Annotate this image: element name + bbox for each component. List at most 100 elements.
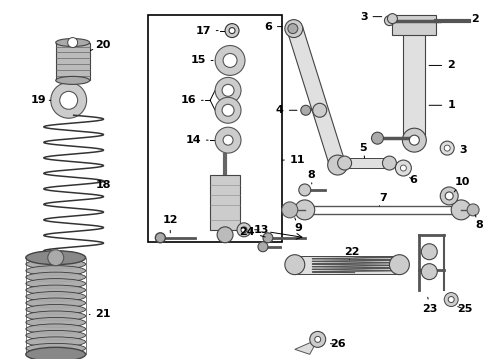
Ellipse shape	[26, 330, 86, 340]
Circle shape	[440, 141, 454, 155]
Text: 9: 9	[295, 218, 303, 233]
Text: 3: 3	[360, 12, 382, 22]
Text: 8: 8	[475, 215, 483, 230]
Ellipse shape	[26, 279, 86, 289]
Ellipse shape	[56, 39, 90, 46]
Ellipse shape	[26, 259, 86, 269]
Circle shape	[51, 82, 87, 118]
Circle shape	[371, 132, 384, 144]
Polygon shape	[295, 256, 399, 274]
Circle shape	[282, 202, 298, 218]
Ellipse shape	[26, 292, 86, 302]
Text: 14: 14	[185, 135, 208, 145]
Circle shape	[338, 156, 352, 170]
Text: 8: 8	[308, 170, 316, 184]
Circle shape	[395, 160, 412, 176]
Circle shape	[215, 77, 241, 103]
Circle shape	[451, 200, 471, 220]
Bar	[148, 15, 282, 242]
Ellipse shape	[26, 337, 86, 347]
Circle shape	[222, 104, 234, 116]
Circle shape	[390, 255, 409, 275]
Circle shape	[421, 264, 437, 280]
Circle shape	[313, 103, 327, 117]
Ellipse shape	[26, 251, 86, 265]
Text: 4: 4	[276, 105, 297, 115]
Text: 2: 2	[471, 14, 479, 24]
Circle shape	[299, 184, 311, 196]
Circle shape	[444, 145, 450, 151]
Circle shape	[285, 255, 305, 275]
Ellipse shape	[26, 298, 86, 308]
Circle shape	[285, 20, 303, 37]
Circle shape	[388, 14, 397, 24]
Text: 7: 7	[379, 193, 387, 206]
Circle shape	[48, 250, 64, 266]
Circle shape	[223, 135, 233, 145]
Text: 13: 13	[254, 225, 270, 235]
Circle shape	[68, 37, 77, 48]
Circle shape	[400, 165, 406, 171]
Bar	[56, 42, 90, 80]
Text: 15: 15	[190, 55, 213, 66]
Text: 16: 16	[180, 95, 203, 105]
Circle shape	[444, 293, 458, 306]
Circle shape	[383, 156, 396, 170]
Circle shape	[328, 155, 347, 175]
Polygon shape	[295, 339, 318, 354]
Text: 21: 21	[89, 310, 111, 319]
Text: 5: 5	[360, 143, 367, 158]
Bar	[210, 175, 240, 230]
Ellipse shape	[56, 76, 90, 84]
Circle shape	[223, 54, 237, 67]
Text: 1: 1	[429, 100, 455, 110]
Ellipse shape	[26, 305, 86, 315]
Text: 17: 17	[195, 26, 218, 36]
Bar	[26, 258, 86, 354]
Ellipse shape	[26, 311, 86, 321]
Circle shape	[225, 24, 239, 37]
Circle shape	[301, 105, 311, 115]
Ellipse shape	[26, 343, 86, 353]
Circle shape	[467, 204, 479, 216]
Text: 26: 26	[330, 339, 345, 349]
Circle shape	[215, 97, 241, 123]
Polygon shape	[403, 21, 425, 140]
Ellipse shape	[26, 285, 86, 295]
Circle shape	[241, 227, 247, 233]
Ellipse shape	[26, 318, 86, 328]
Circle shape	[229, 28, 235, 33]
Text: 3: 3	[459, 145, 467, 155]
Ellipse shape	[26, 347, 86, 360]
Text: 22: 22	[344, 247, 360, 260]
Text: 2: 2	[429, 60, 455, 71]
Circle shape	[448, 297, 454, 302]
Text: 20: 20	[91, 40, 111, 50]
Circle shape	[409, 135, 419, 145]
Circle shape	[315, 336, 321, 342]
Circle shape	[295, 200, 315, 220]
Circle shape	[215, 45, 245, 75]
Text: 12: 12	[162, 215, 178, 233]
Text: 6: 6	[409, 175, 417, 185]
Ellipse shape	[26, 272, 86, 282]
Circle shape	[421, 244, 437, 260]
Polygon shape	[344, 158, 390, 168]
Circle shape	[263, 233, 273, 243]
Circle shape	[445, 192, 453, 200]
Circle shape	[288, 24, 298, 33]
Text: 18: 18	[96, 180, 111, 190]
Text: 11: 11	[282, 155, 305, 165]
Polygon shape	[287, 26, 345, 167]
Ellipse shape	[26, 324, 86, 334]
Circle shape	[217, 227, 233, 243]
Text: 19: 19	[31, 95, 51, 105]
Ellipse shape	[26, 266, 86, 276]
Circle shape	[237, 223, 251, 237]
Text: 23: 23	[422, 297, 438, 315]
Circle shape	[155, 233, 165, 243]
Circle shape	[385, 15, 394, 26]
Circle shape	[258, 242, 268, 252]
Ellipse shape	[26, 253, 86, 263]
Circle shape	[440, 187, 458, 205]
